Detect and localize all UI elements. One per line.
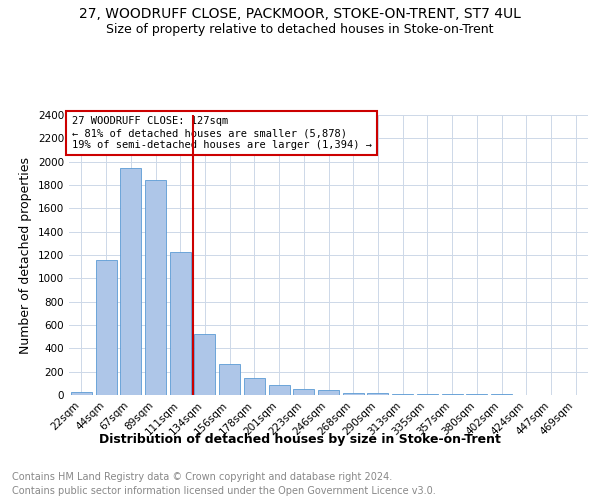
- Bar: [120, 168, 141, 395]
- Text: Contains public sector information licensed under the Open Government Licence v3: Contains public sector information licen…: [12, 486, 436, 496]
- Bar: [145, 180, 166, 395]
- Bar: [318, 390, 339, 395]
- Bar: [170, 252, 191, 395]
- Bar: [392, 394, 413, 395]
- Bar: [491, 394, 512, 395]
- Text: 27, WOODRUFF CLOSE, PACKMOOR, STOKE-ON-TRENT, ST7 4UL: 27, WOODRUFF CLOSE, PACKMOOR, STOKE-ON-T…: [79, 8, 521, 22]
- Y-axis label: Number of detached properties: Number of detached properties: [19, 156, 32, 354]
- Bar: [442, 394, 463, 395]
- Bar: [244, 378, 265, 395]
- Bar: [194, 334, 215, 395]
- Bar: [417, 394, 438, 395]
- Bar: [71, 392, 92, 395]
- Bar: [269, 386, 290, 395]
- Bar: [95, 260, 116, 395]
- Bar: [293, 389, 314, 395]
- Text: Size of property relative to detached houses in Stoke-on-Trent: Size of property relative to detached ho…: [106, 22, 494, 36]
- Text: 27 WOODRUFF CLOSE: 127sqm
← 81% of detached houses are smaller (5,878)
19% of se: 27 WOODRUFF CLOSE: 127sqm ← 81% of detac…: [71, 116, 371, 150]
- Text: Contains HM Land Registry data © Crown copyright and database right 2024.: Contains HM Land Registry data © Crown c…: [12, 472, 392, 482]
- Bar: [219, 364, 240, 395]
- Bar: [466, 394, 487, 395]
- Text: Distribution of detached houses by size in Stoke-on-Trent: Distribution of detached houses by size …: [99, 432, 501, 446]
- Bar: [343, 393, 364, 395]
- Bar: [367, 392, 388, 395]
